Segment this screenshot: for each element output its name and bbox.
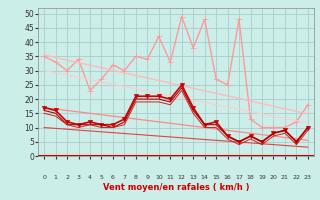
X-axis label: Vent moyen/en rafales ( km/h ): Vent moyen/en rafales ( km/h ) bbox=[103, 183, 249, 192]
